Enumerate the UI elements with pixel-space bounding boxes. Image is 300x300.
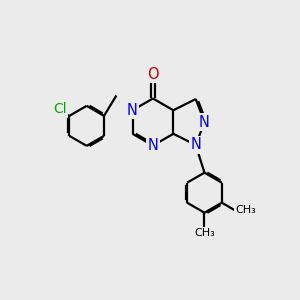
Text: N: N: [127, 103, 138, 118]
Text: N: N: [199, 115, 210, 130]
Text: Cl: Cl: [53, 102, 67, 116]
Text: CH₃: CH₃: [235, 206, 256, 215]
Text: N: N: [190, 137, 201, 152]
Text: CH₃: CH₃: [194, 228, 215, 238]
Text: N: N: [148, 138, 158, 153]
Text: O: O: [147, 67, 159, 82]
